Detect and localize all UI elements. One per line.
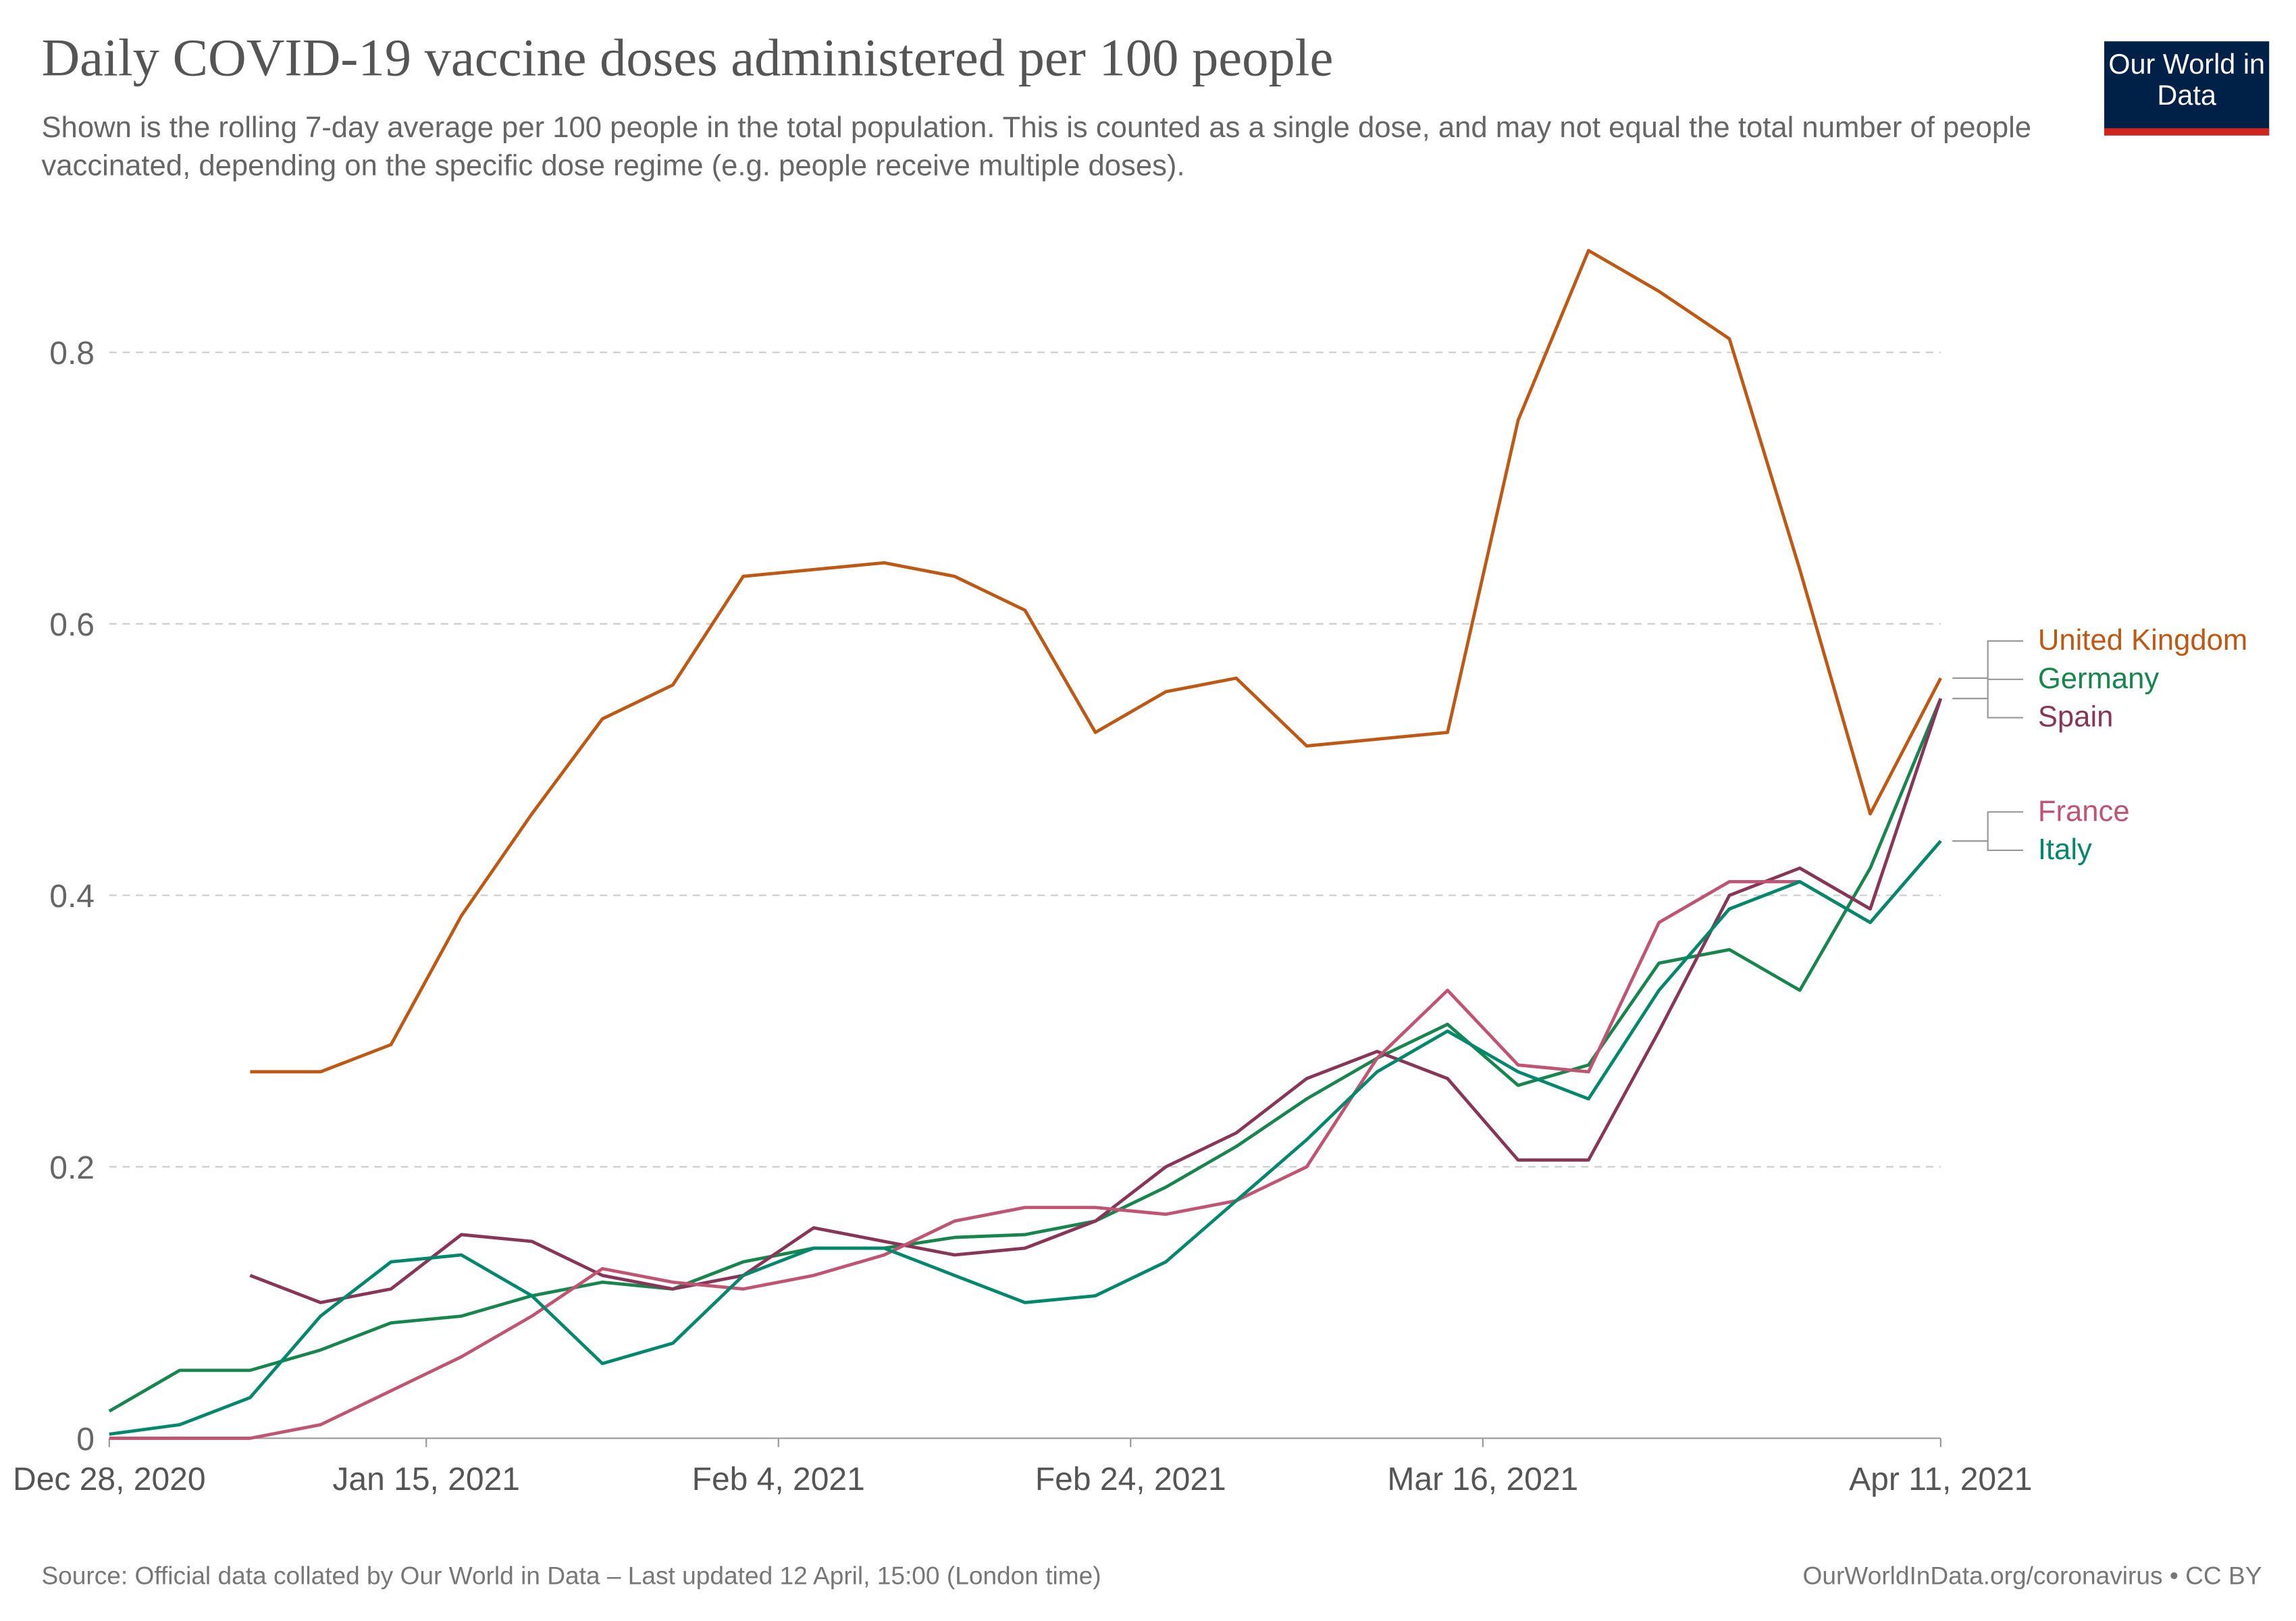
legend-label: Germany	[2038, 663, 2160, 695]
label-connector	[1952, 811, 2023, 842]
y-tick-label: 0	[76, 1422, 95, 1458]
label-connector	[1952, 678, 2023, 700]
series-line	[108, 698, 1943, 1413]
y-tick-label: 0.4	[49, 879, 95, 915]
series-line	[109, 840, 1942, 1440]
series-line	[250, 249, 1942, 1074]
x-tick-label: Dec 28, 2020	[13, 1462, 206, 1497]
y-tick-label: 0.6	[49, 607, 95, 643]
label-connector	[1952, 640, 2023, 679]
x-tick-label: Mar 16, 2021	[1387, 1462, 1578, 1497]
y-tick-label: 0.8	[49, 336, 95, 371]
chart-subtitle: Shown is the rolling 7-day average per 1…	[41, 111, 2032, 183]
logo[interactable]: Our World in Data	[2104, 41, 2270, 136]
license-note[interactable]: OurWorldInData.org/coronavirus • CC BY	[1803, 1561, 2262, 1589]
series-line	[249, 698, 1943, 1304]
x-tick-label: Feb 24, 2021	[1035, 1462, 1226, 1497]
legend-label: Spain	[2038, 701, 2114, 734]
title-box: Daily COVID-19 vaccine doses administere…	[41, 28, 1334, 87]
x-tick-label: Apr 11, 2021	[1849, 1462, 2032, 1497]
x-tick-label: Jan 15, 2021	[332, 1462, 520, 1497]
label-connector	[1952, 840, 2023, 851]
legend-label: United Kingdom	[2038, 624, 2247, 657]
subtitle-box: Shown is the rolling 7-day average per 1…	[41, 111, 2032, 183]
chart-title: Daily COVID-19 vaccine doses administere…	[41, 28, 1334, 87]
legend-label: Italy	[2038, 833, 2092, 866]
y-tick-label: 0.2	[49, 1150, 95, 1186]
logo-box: Our World in Data	[2104, 41, 2270, 136]
legend-label: France	[2038, 795, 2130, 827]
series-line	[109, 840, 1942, 1436]
x-tick-label: Feb 4, 2021	[692, 1462, 865, 1497]
label-connector	[1952, 698, 2023, 719]
source-note: Source: Official data collated by Our Wo…	[41, 1561, 1101, 1589]
